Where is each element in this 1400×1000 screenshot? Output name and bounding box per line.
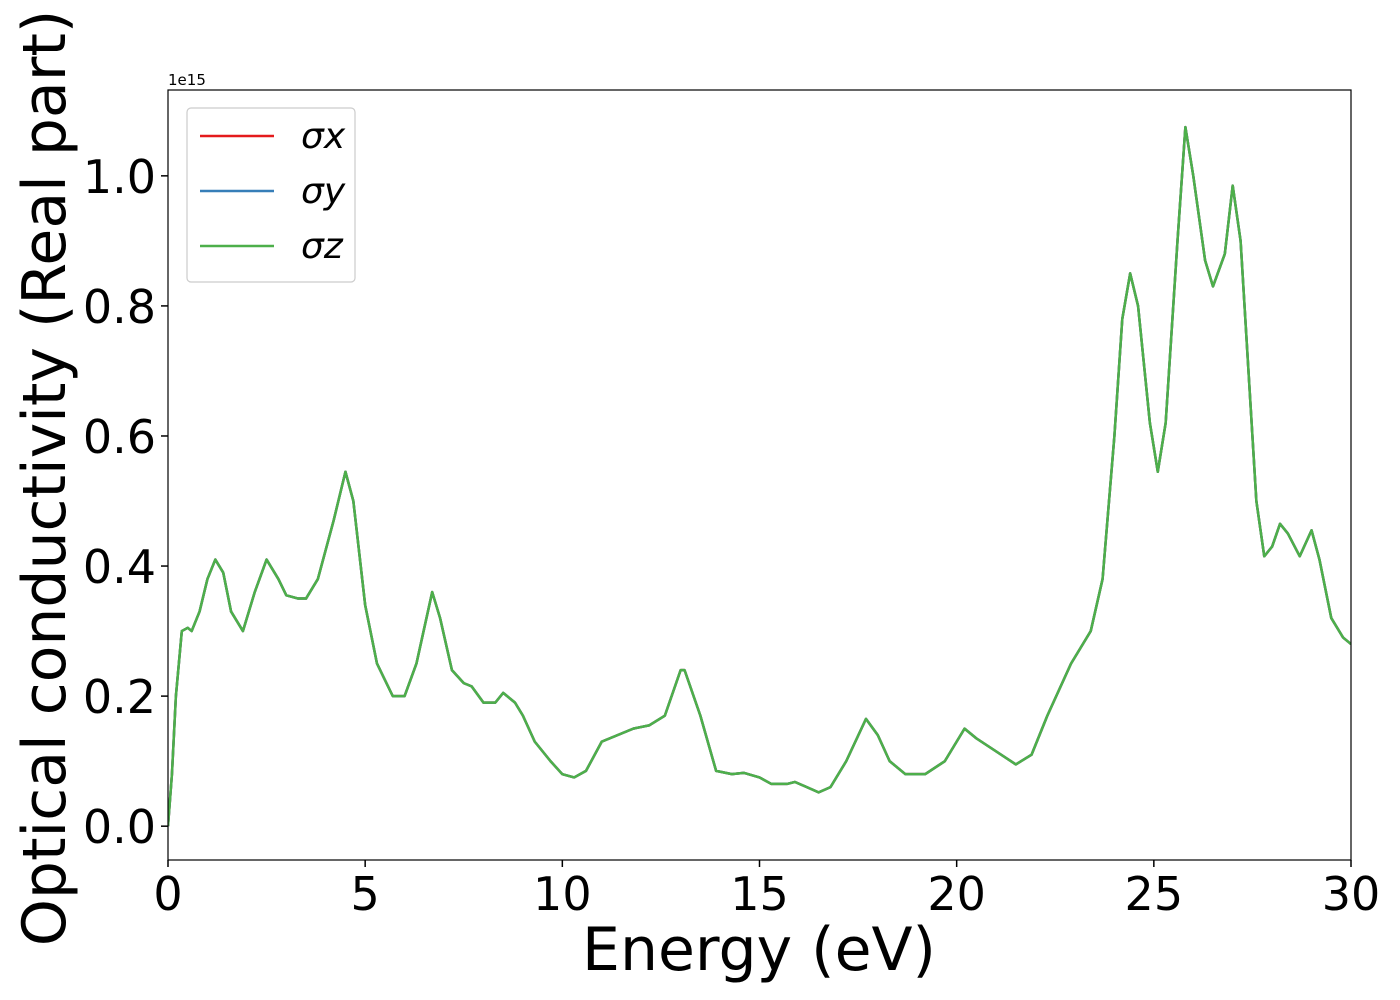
y-tick-label: 0.8 xyxy=(83,280,156,334)
x-tick-label: 0 xyxy=(153,867,182,921)
y-tick-label: 0.4 xyxy=(83,540,156,594)
x-tick-label: 10 xyxy=(533,867,592,921)
y-tick-label: 1.0 xyxy=(83,150,156,204)
series-line xyxy=(168,125,1351,827)
x-tick-label: 5 xyxy=(351,867,380,921)
legend-label: σz xyxy=(301,226,344,267)
offset-label: 1e15 xyxy=(168,71,206,89)
y-tick-label: 0.6 xyxy=(83,410,156,464)
x-tick-label: 30 xyxy=(1322,867,1381,921)
plot-frame xyxy=(167,89,1352,861)
legend-box xyxy=(186,107,356,283)
legend-label: σy xyxy=(301,171,346,212)
x-tick-label: 20 xyxy=(927,867,986,921)
legend-label: σx xyxy=(301,116,346,157)
x-tick-label: 15 xyxy=(730,867,789,921)
x-tick-label: 25 xyxy=(1125,867,1184,921)
x-axis-label: Energy (eV) xyxy=(582,915,936,985)
y-axis-label: Optical conductivity (Real part) xyxy=(10,10,80,947)
y-tick-label: 0.0 xyxy=(83,800,156,854)
y-tick-label: 0.2 xyxy=(83,670,156,724)
